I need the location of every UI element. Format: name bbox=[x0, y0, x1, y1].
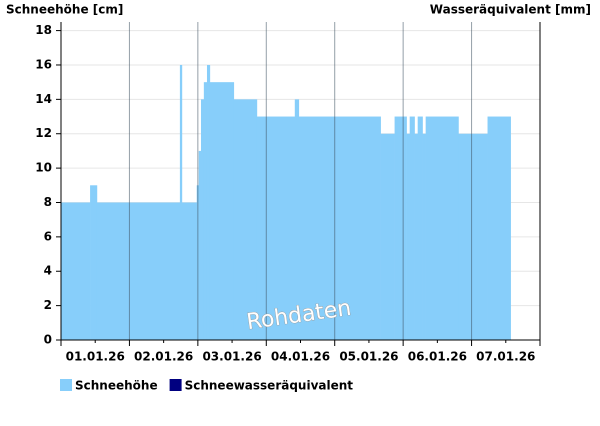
x-tick-label: 07.01.26 bbox=[476, 350, 535, 364]
legend-swatch bbox=[169, 379, 182, 391]
x-tick-label: 01.01.26 bbox=[66, 350, 125, 364]
bar bbox=[61, 202, 91, 340]
x-tick-label: 03.01.26 bbox=[202, 350, 261, 364]
bar bbox=[298, 116, 381, 340]
bar bbox=[294, 99, 300, 340]
legend-label: Schneewasseräquivalent bbox=[185, 379, 354, 393]
bar bbox=[458, 133, 488, 340]
bar bbox=[209, 82, 235, 340]
y-tick-label: 0 bbox=[44, 333, 52, 347]
y-tick-label: 10 bbox=[35, 161, 52, 175]
bar bbox=[380, 133, 395, 340]
y-tick-label: 18 bbox=[35, 23, 52, 37]
bar bbox=[425, 116, 459, 340]
x-tick-label: 04.01.26 bbox=[271, 350, 330, 364]
bar bbox=[203, 82, 208, 340]
legend-label: Schneehöhe bbox=[75, 379, 158, 393]
bar bbox=[409, 116, 415, 340]
x-tick-label: 02.01.26 bbox=[134, 350, 193, 364]
y-tick-label: 8 bbox=[44, 195, 52, 209]
y-tick-label: 16 bbox=[35, 57, 52, 71]
y-tick-label: 6 bbox=[44, 229, 52, 243]
y-tick-label: 4 bbox=[44, 264, 52, 278]
bar bbox=[233, 99, 258, 340]
bar bbox=[206, 64, 211, 341]
y-axis-label: Schneehöhe [cm] bbox=[6, 3, 123, 17]
y-tick-label: 12 bbox=[35, 126, 52, 140]
x-tick-label: 05.01.26 bbox=[339, 350, 398, 364]
bar bbox=[181, 202, 198, 340]
y-tick-label: 2 bbox=[44, 298, 52, 312]
bar bbox=[200, 99, 205, 340]
bar bbox=[179, 64, 183, 341]
bar bbox=[256, 116, 296, 340]
bar bbox=[394, 116, 407, 340]
bar bbox=[406, 133, 411, 340]
bar bbox=[417, 116, 423, 340]
bar bbox=[96, 202, 181, 340]
bar bbox=[198, 150, 202, 340]
bar bbox=[422, 133, 426, 340]
bar bbox=[487, 116, 511, 340]
legend-swatch bbox=[60, 379, 72, 391]
y2-axis-label: Wasseräquivalent [mm] bbox=[430, 3, 591, 17]
x-tick-label: 06.01.26 bbox=[408, 350, 467, 364]
bar bbox=[414, 133, 418, 340]
y-tick-label: 14 bbox=[35, 92, 52, 106]
bar bbox=[90, 185, 98, 340]
